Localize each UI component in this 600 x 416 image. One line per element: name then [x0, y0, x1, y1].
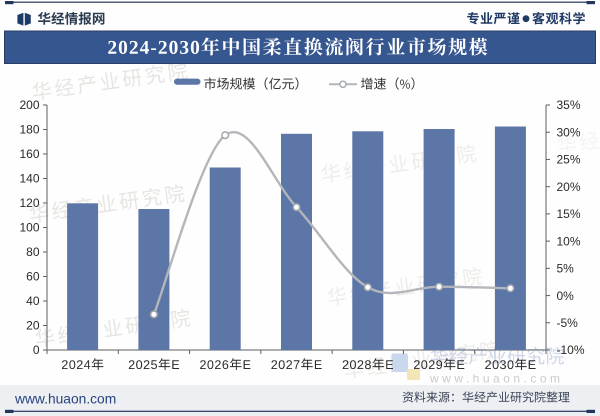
svg-text:160: 160 [19, 147, 39, 161]
svg-text:0: 0 [33, 343, 40, 357]
svg-text:10%: 10% [557, 234, 581, 248]
svg-text:140: 140 [19, 172, 39, 186]
svg-text:200: 200 [19, 98, 39, 112]
svg-text:-10%: -10% [557, 343, 585, 357]
svg-text:120: 120 [19, 196, 39, 210]
svg-text:60: 60 [26, 270, 40, 284]
svg-text:180: 180 [19, 123, 39, 137]
svg-text:-5%: -5% [557, 316, 579, 330]
svg-text:20%: 20% [557, 180, 581, 194]
svg-text:25%: 25% [557, 153, 581, 167]
svg-text:0%: 0% [557, 289, 575, 303]
svg-text:20: 20 [26, 319, 40, 333]
svg-text:30%: 30% [557, 125, 581, 139]
svg-text:100: 100 [19, 221, 39, 235]
svg-text:www.huaon.com: www.huaon.com [14, 392, 116, 407]
svg-text:40: 40 [26, 294, 40, 308]
svg-text:www.huaon.com: www.huaon.com [429, 372, 564, 386]
svg-text:80: 80 [26, 245, 40, 259]
svg-text:5%: 5% [557, 262, 575, 276]
svg-text:35%: 35% [557, 98, 581, 112]
svg-text:15%: 15% [557, 207, 581, 221]
